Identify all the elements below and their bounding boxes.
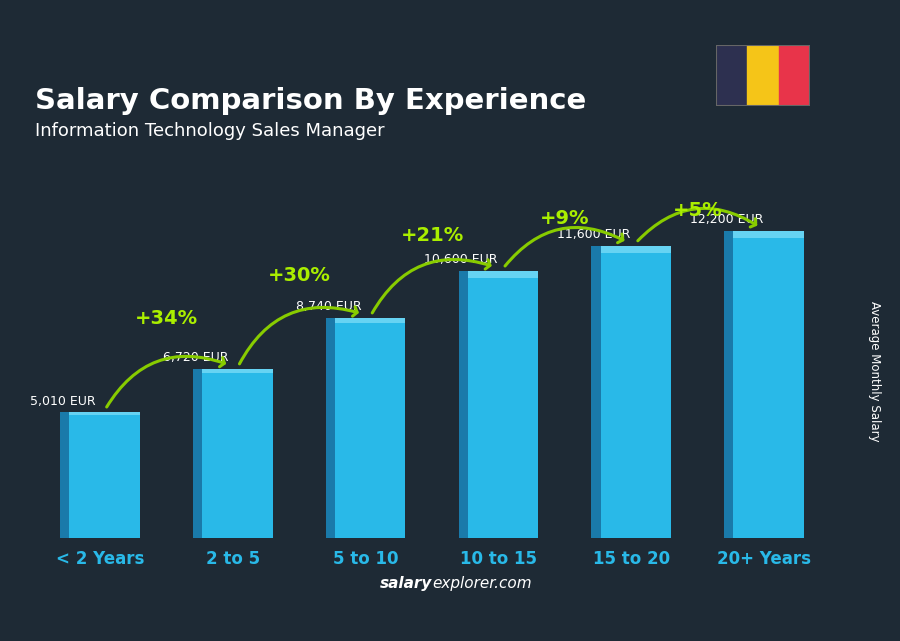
Bar [716,45,747,106]
Bar [724,231,733,538]
Bar [69,412,140,415]
Text: +5%: +5% [673,201,723,220]
Bar [69,412,140,538]
Bar [335,318,405,538]
Text: salary: salary [380,576,432,591]
Text: 5,010 EUR: 5,010 EUR [30,394,95,408]
Bar [60,412,69,538]
Text: Information Technology Sales Manager: Information Technology Sales Manager [35,122,384,140]
Text: 8,740 EUR: 8,740 EUR [295,301,361,313]
Text: explorer.com: explorer.com [432,576,532,591]
Text: +34%: +34% [135,309,198,328]
Bar [326,318,335,538]
Text: Salary Comparison By Experience: Salary Comparison By Experience [35,87,587,115]
Bar [734,231,804,538]
Text: Average Monthly Salary: Average Monthly Salary [868,301,881,442]
Bar [468,271,538,278]
Text: +21%: +21% [400,226,464,246]
Text: +9%: +9% [540,208,590,228]
Bar [468,271,538,538]
Bar [747,45,778,106]
Bar [193,369,202,538]
Bar [202,369,273,538]
Bar [734,231,804,238]
Text: 10,600 EUR: 10,600 EUR [425,253,498,267]
Bar [459,271,468,538]
Bar [778,45,810,106]
Text: +30%: +30% [268,265,330,285]
Bar [600,246,671,538]
Bar [202,369,273,373]
Bar [335,318,405,324]
Text: 11,600 EUR: 11,600 EUR [557,228,631,241]
Bar [600,246,671,253]
Text: 6,720 EUR: 6,720 EUR [163,351,229,364]
Bar [591,246,600,538]
Text: 12,200 EUR: 12,200 EUR [690,213,763,226]
